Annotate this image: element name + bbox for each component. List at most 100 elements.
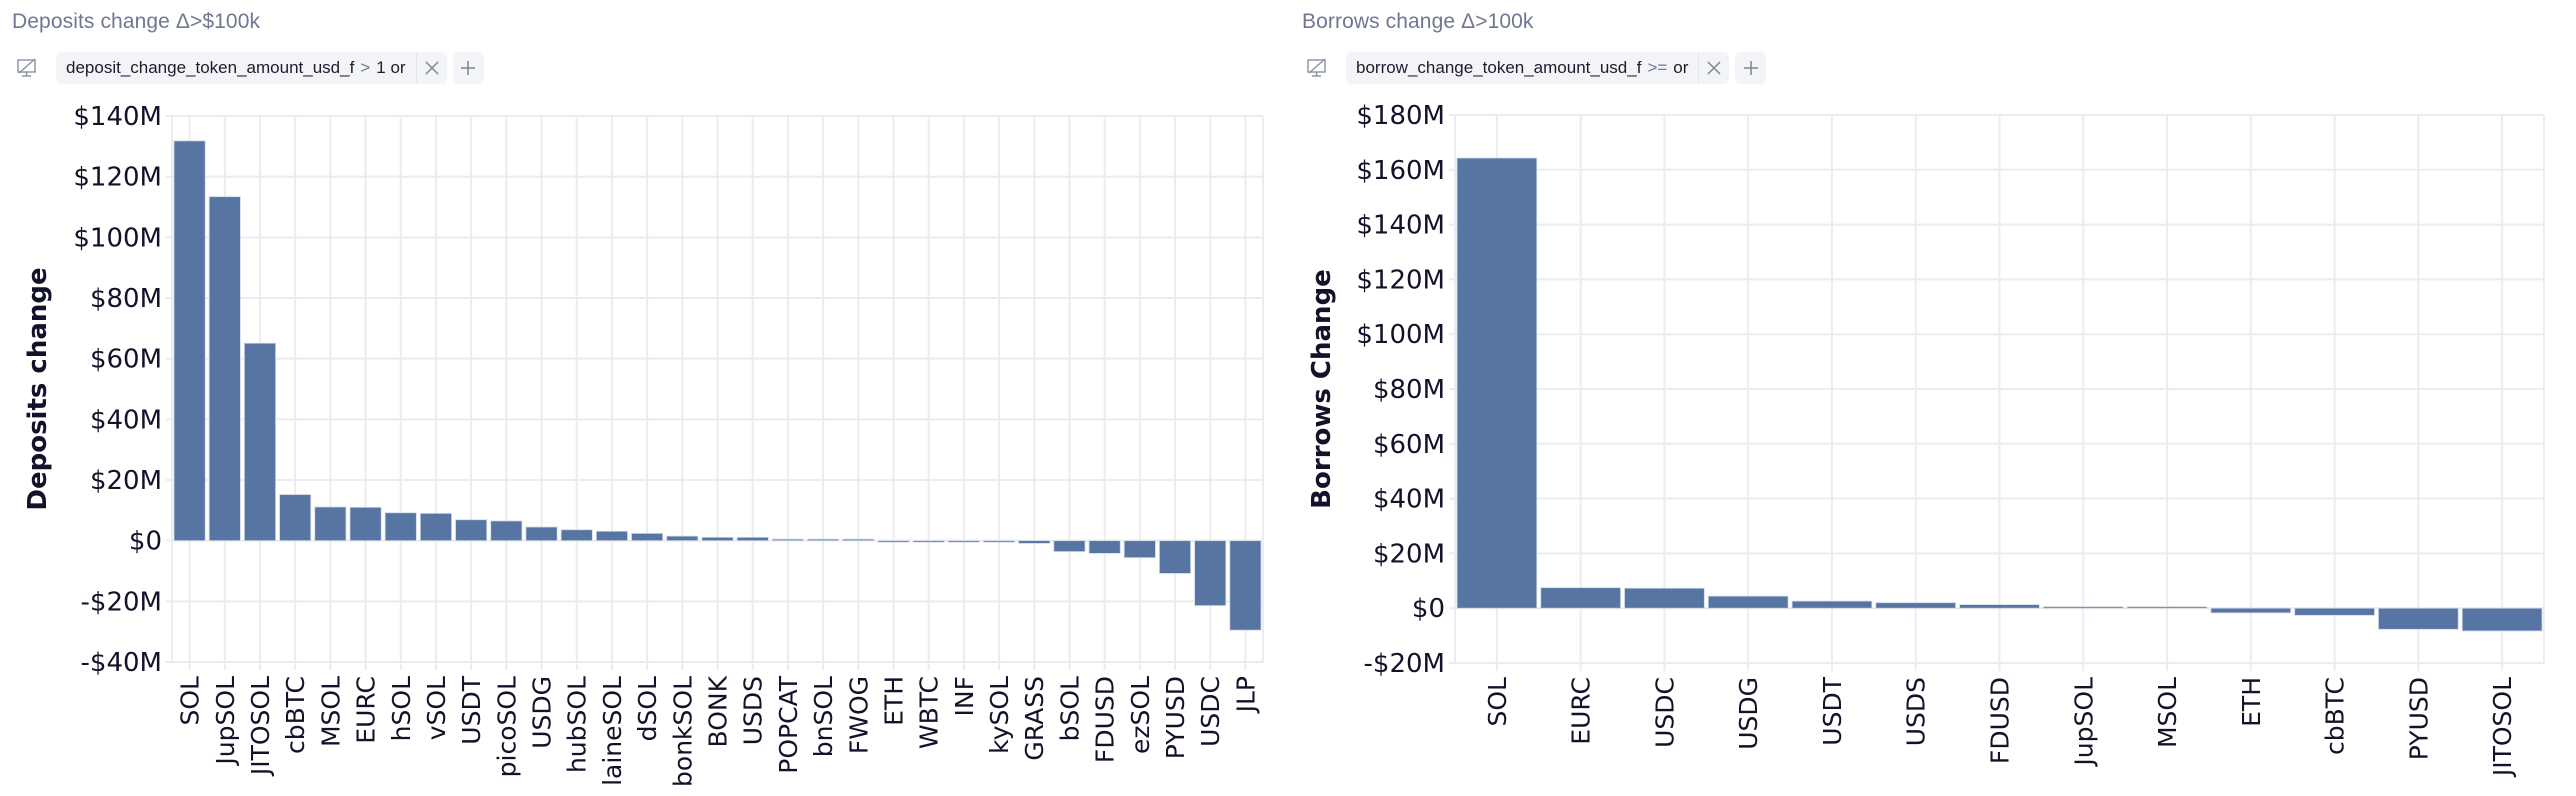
filter-chip[interactable]: deposit_change_token_amount_usd_f > 1 or: [56, 52, 447, 84]
y-tick-label: -$20M: [81, 587, 162, 617]
x-tick-label: SOL: [1483, 677, 1512, 727]
x-tick-label: JLP: [1231, 676, 1260, 714]
bar-USDT[interactable]: [455, 519, 488, 542]
bar-GRASS[interactable]: [1018, 540, 1051, 544]
bar-cbBTC[interactable]: [2294, 607, 2375, 616]
x-tick-label: hubSOL: [563, 676, 592, 773]
bar-INF[interactable]: [947, 540, 980, 543]
plus-icon: [461, 61, 476, 75]
x-tick-label: bSOL: [1055, 676, 1084, 741]
filter-chip[interactable]: borrow_change_token_amount_usd_f >= or: [1346, 52, 1730, 84]
y-tick-label: $100M: [1356, 320, 1445, 350]
y-tick-label: $120M: [1356, 265, 1445, 295]
y-tick-label: $0: [129, 527, 162, 557]
bar-MSOL[interactable]: [2126, 606, 2208, 609]
x-tick-label: picoSOL: [492, 676, 521, 777]
display-off-icon[interactable]: [14, 55, 40, 81]
display-off-icon[interactable]: [1304, 55, 1330, 81]
add-filter-button[interactable]: [1735, 52, 1767, 84]
bar-bSOL[interactable]: [1053, 540, 1086, 552]
x-tick-label: USDT: [1818, 676, 1847, 745]
filter-row: borrow_change_token_amount_usd_f >= or: [1304, 52, 1767, 84]
bar-dSOL[interactable]: [631, 532, 664, 542]
bar-USDG[interactable]: [525, 526, 558, 542]
bar-picoSOL[interactable]: [490, 520, 523, 542]
deposits-bar-chart: -$40M -$20M $0 $20M $40M $60M $80M $100M $120M $1…: [23, 102, 1264, 787]
y-tick-label: $60M: [1373, 430, 1445, 460]
x-tick-label: JupSOL: [2069, 677, 2098, 768]
bar-SOL[interactable]: [173, 140, 206, 542]
filter-suffix: or: [1673, 58, 1689, 77]
x-tick-label: MSOL: [2153, 677, 2182, 748]
x-tick-label: JupSOL: [211, 676, 240, 767]
bar-JITOSOL[interactable]: [2461, 607, 2543, 632]
bar-USDT[interactable]: [1791, 600, 1873, 609]
filter-suffix: or: [390, 58, 406, 77]
bar-ETH[interactable]: [2210, 607, 2292, 614]
bar-kySOL[interactable]: [983, 540, 1016, 543]
x-tick-label: kySOL: [985, 676, 1014, 754]
bar-FDUSD[interactable]: [1959, 604, 2040, 609]
filter-row: deposit_change_token_amount_usd_f > 1 or: [14, 52, 484, 84]
filter-operator: >: [360, 58, 371, 77]
x-tick-label: laineSOL: [598, 676, 627, 786]
grid: [1449, 114, 2545, 671]
x-tick-label: ETH: [2237, 677, 2266, 727]
x-tick-label: hSOL: [387, 676, 416, 741]
y-tick-label: $180M: [1356, 101, 1445, 131]
x-tick-label: EURC: [352, 676, 381, 744]
bar-EURC[interactable]: [1540, 587, 1621, 609]
x-tick-label: BONK: [704, 675, 733, 747]
bar-USDC[interactable]: [1194, 540, 1227, 606]
y-axis-title: Deposits change: [23, 267, 53, 510]
y-tick-label: $160M: [1356, 156, 1445, 186]
y-tick-label: $20M: [1373, 539, 1445, 569]
x-tick-label: bnSOL: [809, 676, 838, 757]
bar-ezSOL[interactable]: [1123, 540, 1156, 559]
bar-bnSOL[interactable]: [807, 538, 840, 542]
bar-cbBTC[interactable]: [279, 494, 312, 542]
add-filter-button[interactable]: [452, 52, 484, 84]
bar-USDS[interactable]: [1875, 602, 1957, 609]
bar-FWOG[interactable]: [842, 538, 875, 542]
bar-JITOSOL[interactable]: [243, 342, 276, 542]
x-tick-label: USDG: [1734, 677, 1763, 750]
bar-JLP[interactable]: [1229, 540, 1262, 631]
x-tick-label: USDS: [1902, 677, 1931, 746]
bar-USDG[interactable]: [1707, 595, 1789, 609]
bar-laineSOL[interactable]: [595, 530, 628, 542]
y-tick-label: -$20M: [1364, 649, 1445, 679]
bar-JupSOL[interactable]: [2042, 606, 2124, 609]
bar-hubSOL[interactable]: [560, 529, 593, 542]
x-tick-label: SOL: [176, 676, 205, 726]
x-tick-label: USDS: [739, 676, 768, 745]
bar-JupSOL[interactable]: [208, 196, 241, 542]
bar-USDS[interactable]: [736, 536, 769, 542]
panel-title: Borrows change Δ>100k: [1302, 10, 1534, 33]
x-tick-label: GRASS: [1020, 676, 1049, 761]
bar-ETH[interactable]: [877, 540, 910, 543]
remove-filter-button[interactable]: [1698, 52, 1729, 84]
y-tick-label: -$40M: [81, 648, 162, 678]
bar-FDUSD[interactable]: [1088, 540, 1121, 554]
bar-BONK[interactable]: [701, 536, 734, 542]
bar-MSOL[interactable]: [314, 506, 347, 542]
x-tick-label: POPCAT: [774, 675, 803, 773]
bar-vSOL[interactable]: [419, 512, 452, 542]
x-tick-label: PYUSD: [2404, 677, 2433, 760]
close-icon: [1707, 61, 1721, 75]
x-tick-label: JITOSOL: [246, 676, 275, 777]
bar-EURC[interactable]: [349, 506, 382, 542]
bar-WBTC[interactable]: [912, 540, 945, 543]
remove-filter-button[interactable]: [415, 52, 447, 84]
bar-bonkSOL[interactable]: [666, 535, 699, 542]
bar-POPCAT[interactable]: [771, 538, 804, 542]
bar-hSOL[interactable]: [384, 512, 417, 542]
x-tick-label: cbBTC: [2321, 677, 2350, 755]
x-tick-label: PYUSD: [1161, 676, 1190, 759]
y-tick-label: $40M: [1373, 485, 1445, 515]
bar-PYUSD[interactable]: [2378, 607, 2459, 630]
bar-USDC[interactable]: [1624, 587, 1705, 609]
bar-PYUSD[interactable]: [1159, 540, 1192, 574]
bar-SOL[interactable]: [1456, 157, 1538, 609]
